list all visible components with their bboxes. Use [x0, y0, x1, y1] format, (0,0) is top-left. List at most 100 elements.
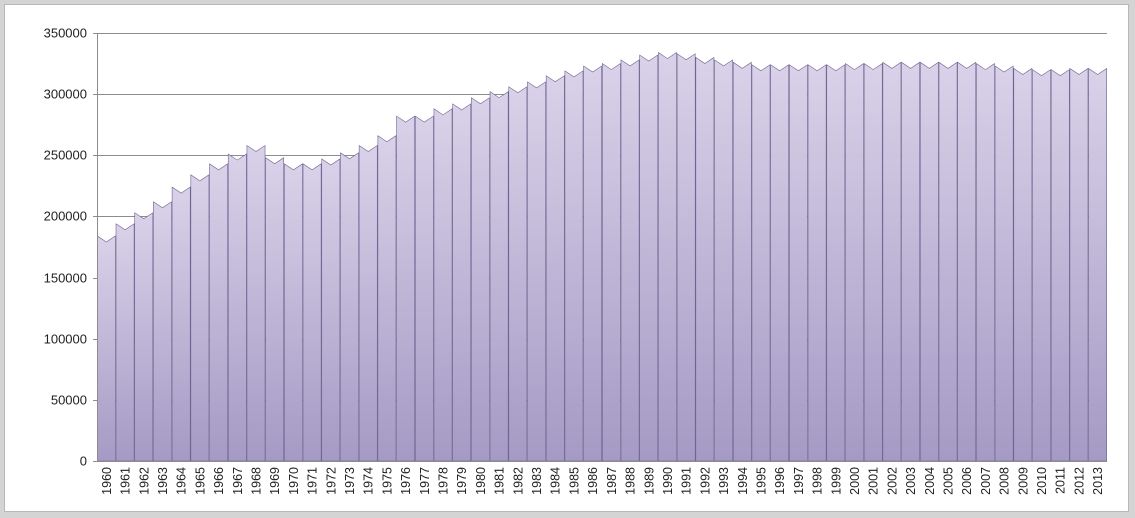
bar-1963 — [153, 201, 172, 462]
x-tick-label: 1989 — [642, 467, 656, 495]
y-axis-tick-labels: 0 50000 100000 150000 200000 250000 300000 3500… — [44, 26, 87, 469]
x-tick-label: 2010 — [1035, 467, 1049, 495]
bar-2005 — [938, 61, 958, 462]
x-tick-label: 1986 — [586, 467, 600, 495]
bar-1989 — [639, 54, 659, 462]
bar-2008 — [994, 65, 1014, 462]
bar-1992 — [695, 56, 715, 462]
x-tick-label: 1980 — [474, 467, 488, 495]
bar-1986 — [583, 65, 602, 462]
bar-1983 — [527, 81, 546, 462]
x-tick-label: 1972 — [324, 467, 338, 495]
x-tick-label: 2012 — [1072, 467, 1086, 495]
x-tick-label: 1979 — [455, 467, 469, 495]
x-tick-label: 1965 — [193, 467, 207, 495]
bar-1982 — [508, 86, 528, 462]
x-axis-tick-labels: 1960 1961 1962 1963 1964 1965 1966 1967 1968 1969… — [100, 467, 1105, 495]
bar-1980 — [471, 97, 490, 462]
x-tick-label: 1997 — [792, 467, 806, 495]
x-tick-label: 1971 — [306, 467, 320, 495]
bar-1981 — [489, 91, 509, 462]
x-tick-label: 2006 — [960, 467, 974, 495]
y-tick-label: 50000 — [51, 393, 87, 408]
chart-frame: 0 50000 100000 150000 200000 250000 300000 3500… — [4, 4, 1129, 512]
bar-1976 — [396, 115, 415, 462]
bar-1971 — [302, 163, 322, 462]
x-tick-label: 2007 — [979, 467, 993, 495]
x-tick-label: 1961 — [119, 467, 133, 495]
bar-1968 — [246, 144, 266, 462]
y-tick-label: 150000 — [44, 271, 87, 286]
x-tick-label: 2002 — [885, 467, 899, 495]
bar-1997 — [789, 64, 808, 462]
x-tick-label: 1996 — [773, 467, 787, 495]
x-tick-label: 1968 — [249, 467, 263, 495]
bar-2001 — [863, 63, 883, 462]
bar-2004 — [919, 61, 939, 462]
x-tick-label: 1994 — [736, 467, 750, 495]
x-tick-label: 1999 — [829, 467, 843, 495]
bar-1991 — [676, 53, 696, 462]
x-tick-label: 1982 — [511, 467, 525, 495]
y-tick-label: 250000 — [44, 148, 87, 163]
x-tick-label: 1960 — [100, 467, 114, 495]
bar-2007 — [976, 63, 995, 462]
x-tick-label: 1987 — [605, 467, 619, 495]
bar-1972 — [321, 158, 341, 462]
x-tick-label: 1993 — [717, 467, 731, 495]
bars — [97, 52, 1107, 462]
bar-1987 — [602, 63, 621, 462]
bar-1985 — [564, 70, 584, 462]
bar-1974 — [358, 144, 378, 462]
x-tick-label: 1978 — [437, 467, 451, 495]
y-tick-label: 0 — [80, 454, 87, 469]
x-tick-label: 1964 — [175, 467, 189, 495]
bar-1999 — [826, 64, 846, 462]
bar-1975 — [377, 135, 397, 462]
bar-1978 — [433, 108, 453, 462]
bar-2009 — [1013, 67, 1033, 462]
x-tick-label: 1975 — [380, 467, 394, 495]
x-tick-label: 1981 — [493, 467, 507, 495]
bar-1965 — [190, 174, 210, 462]
bar-1996 — [770, 64, 790, 462]
bar-2011 — [1050, 69, 1070, 462]
x-tick-label: 2008 — [998, 467, 1012, 495]
x-tick-label: 1969 — [268, 467, 282, 495]
axes — [93, 33, 1107, 462]
bar-1990 — [658, 52, 677, 462]
x-tick-label: 1966 — [212, 467, 226, 495]
bar-1993 — [714, 59, 733, 462]
y-tick-label: 100000 — [44, 332, 87, 347]
bar-2012 — [1069, 67, 1089, 462]
x-tick-label: 1974 — [362, 467, 376, 495]
bar-1995 — [751, 64, 771, 462]
y-tick-label: 300000 — [44, 87, 87, 102]
x-tick-label: 1962 — [137, 467, 151, 495]
bar-1966 — [209, 163, 228, 462]
bar-2006 — [957, 61, 977, 462]
bar-1964 — [171, 186, 191, 462]
x-tick-label: 1995 — [754, 467, 768, 495]
bar-1960 — [97, 235, 116, 462]
x-tick-label: 1983 — [530, 467, 544, 495]
x-tick-label: 1984 — [549, 467, 563, 495]
bar-1984 — [545, 75, 565, 462]
x-tick-label: 1991 — [680, 467, 694, 495]
bar-1998 — [807, 64, 827, 462]
x-tick-label: 1990 — [661, 467, 675, 495]
bar-1961 — [115, 223, 135, 462]
x-tick-label: 2001 — [867, 467, 881, 495]
bar-2010 — [1032, 69, 1051, 462]
bar-1994 — [732, 61, 752, 462]
x-tick-label: 1998 — [811, 467, 825, 495]
bar-1977 — [414, 115, 434, 462]
x-tick-label: 1976 — [399, 467, 413, 495]
bar-2000 — [845, 63, 864, 462]
bar-1962 — [134, 212, 154, 462]
x-tick-label: 2009 — [1016, 467, 1030, 495]
bar-2003 — [901, 61, 920, 462]
y-tick-label: 350000 — [44, 26, 87, 41]
x-tick-label: 1977 — [418, 467, 432, 495]
x-tick-label: 1963 — [156, 467, 170, 495]
